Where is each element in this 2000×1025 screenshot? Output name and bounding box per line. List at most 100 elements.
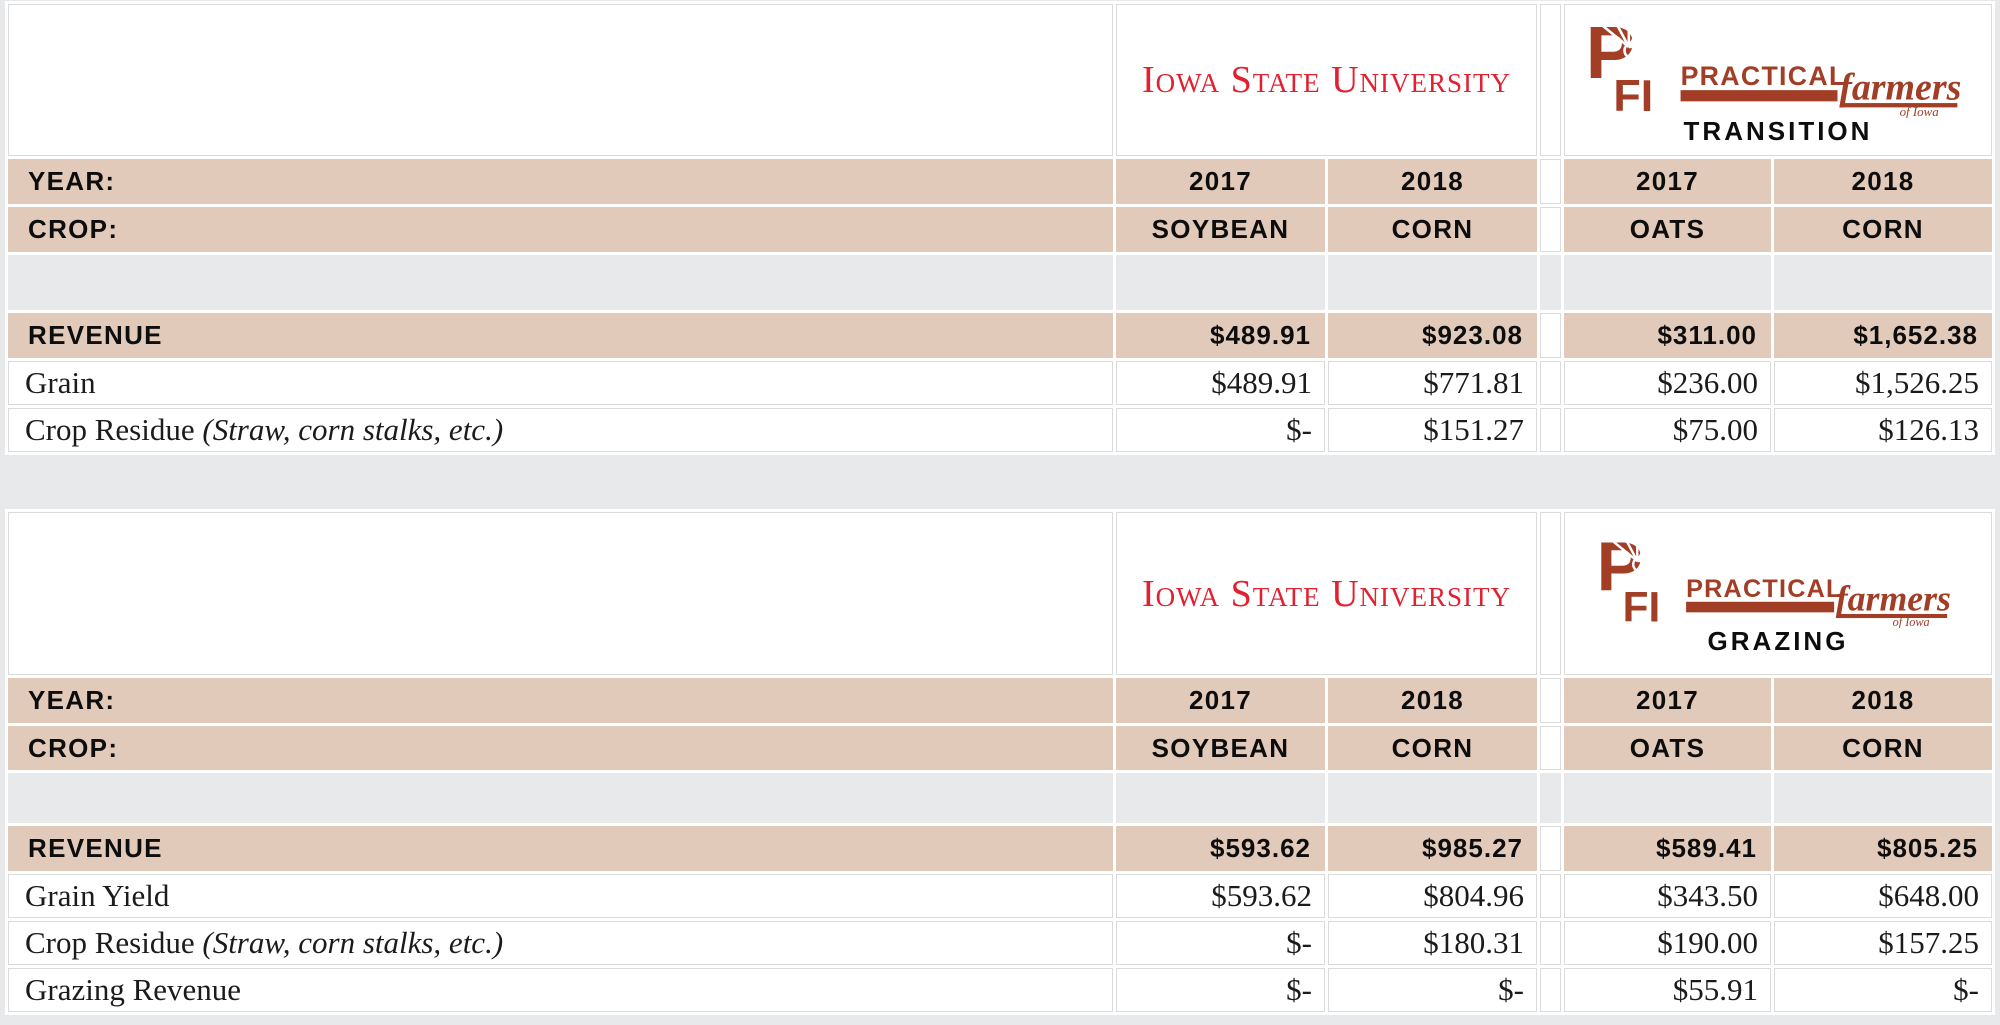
revenue-total-cell: $1,652.38: [1774, 313, 1992, 358]
year-label: YEAR:: [8, 678, 1113, 723]
isu-logo-cell: Iowa State University: [1116, 512, 1537, 675]
crop-cell: SOYBEAN: [1116, 207, 1325, 252]
row-label: Crop Residue (Straw, corn stalks, etc.): [8, 921, 1113, 965]
spacer-cell: [1540, 512, 1561, 675]
year-cell: 2017: [1564, 678, 1771, 723]
crop-cell: CORN: [1774, 207, 1992, 252]
revenue-total-cell: $923.08: [1328, 313, 1537, 358]
pfi-practical-text: PRACTICAL: [1681, 60, 1847, 90]
value-cell: $126.13: [1774, 408, 1992, 452]
pfi-of-iowa-text: of Iowa: [1893, 615, 1930, 628]
data-row-grain: Grain $489.91 $771.81 $236.00 $1,526.25: [8, 361, 1992, 405]
header-row: Iowa State University P FI PRACTICAL: [8, 4, 1992, 156]
empty-header-cell: [8, 4, 1113, 156]
spacer-cell: [1540, 361, 1561, 405]
transition-table: Iowa State University P FI PRACTICAL: [5, 1, 1995, 455]
value-cell: $-: [1116, 921, 1325, 965]
crop-cell: CORN: [1328, 726, 1537, 770]
spacer-cell: [1540, 159, 1561, 204]
crop-cell: CORN: [1774, 726, 1992, 770]
value-cell: $236.00: [1564, 361, 1771, 405]
data-row-grazing-revenue: Grazing Revenue $- $- $55.91 $-: [8, 968, 1992, 1012]
revenue-label: REVENUE: [8, 313, 1113, 358]
grazing-table: Iowa State University P FI PRACTICAL: [5, 509, 1995, 1015]
pfi-practical-text: PRACTICAL: [1686, 575, 1843, 603]
value-cell: $-: [1116, 968, 1325, 1012]
crop-label: CROP:: [8, 726, 1113, 770]
empty-header-cell: [8, 512, 1113, 675]
pfi-logo: P FI PRACTICAL farmers of Iowa: [1586, 14, 1962, 118]
pfi-circle-icon: [1623, 40, 1642, 60]
revenue-label: REVENUE: [8, 826, 1113, 871]
value-cell: $648.00: [1774, 874, 1992, 918]
crop-cell: SOYBEAN: [1116, 726, 1325, 770]
year-cell: 2018: [1774, 159, 1992, 204]
row-label: Grain Yield: [8, 874, 1113, 918]
data-row-grain-yield: Grain Yield $593.62 $804.96 $343.50 $648…: [8, 874, 1992, 918]
crop-cell: OATS: [1564, 207, 1771, 252]
value-cell: $-: [1774, 968, 1992, 1012]
revenue-total-cell: $489.91: [1116, 313, 1325, 358]
pfi-underline-bar: [1680, 89, 1838, 101]
value-cell: $804.96: [1328, 874, 1537, 918]
spacer-cell: [1540, 921, 1561, 965]
spacer-cell: [1540, 726, 1561, 770]
year-row: YEAR: 2017 2018 2017 2018: [8, 159, 1992, 204]
pfi-of-iowa-text: of Iowa: [1900, 104, 1939, 118]
value-cell: $190.00: [1564, 921, 1771, 965]
pfi-farmers-underline: [1837, 613, 1948, 619]
value-cell: $157.25: [1774, 921, 1992, 965]
table-caption: TRANSITION: [1683, 115, 1873, 146]
revenue-total-cell: $593.62: [1116, 826, 1325, 871]
revenue-total-cell: $985.27: [1328, 826, 1537, 871]
pfi-underline-bar: [1686, 601, 1835, 613]
pfi-monogram-fi: FI: [1613, 69, 1653, 117]
spacer-cell: [1540, 313, 1561, 358]
pfi-farmers-underline: [1840, 102, 1958, 107]
crop-row: CROP: SOYBEAN CORN OATS CORN: [8, 207, 1992, 252]
pfi-monogram-p: P: [1586, 14, 1635, 94]
pfi-monogram-p: P: [1597, 530, 1644, 605]
value-cell: $-: [1328, 968, 1537, 1012]
isu-wordmark: Iowa State University: [1141, 59, 1512, 101]
year-cell: 2018: [1328, 678, 1537, 723]
year-cell: 2017: [1116, 678, 1325, 723]
spacer-cell: [1540, 968, 1561, 1012]
pfi-farmers-text: farmers: [1839, 66, 1961, 108]
value-cell: $771.81: [1328, 361, 1537, 405]
revenue-total-row: REVENUE $593.62 $985.27 $589.41 $805.25: [8, 826, 1992, 871]
value-cell: $151.27: [1328, 408, 1537, 452]
year-cell: 2018: [1774, 678, 1992, 723]
spacer-cell: [1540, 678, 1561, 723]
year-cell: 2017: [1116, 159, 1325, 204]
pfi-circle-icon: [1632, 555, 1650, 573]
value-cell: $-: [1116, 408, 1325, 452]
header-row: Iowa State University P FI PRACTICAL: [8, 512, 1992, 675]
value-cell: $343.50: [1564, 874, 1771, 918]
year-row: YEAR: 2017 2018 2017 2018: [8, 678, 1992, 723]
revenue-total-cell: $589.41: [1564, 826, 1771, 871]
pfi-farmers-text: farmers: [1836, 579, 1951, 619]
value-cell: $489.91: [1116, 361, 1325, 405]
pfi-logo: P FI PRACTICAL farmers of Iowa: [1597, 530, 1951, 628]
blank-band-row: [8, 773, 1992, 823]
value-cell: $55.91: [1564, 968, 1771, 1012]
spacer-cell: [1540, 874, 1561, 918]
year-cell: 2017: [1564, 159, 1771, 204]
row-label: Crop Residue (Straw, corn stalks, etc.): [8, 408, 1113, 452]
pfi-monogram-fi: FI: [1623, 583, 1661, 628]
value-cell: $593.62: [1116, 874, 1325, 918]
revenue-total-row: REVENUE $489.91 $923.08 $311.00 $1,652.3…: [8, 313, 1992, 358]
spacer-cell: [1540, 826, 1561, 871]
revenue-total-cell: $805.25: [1774, 826, 1992, 871]
row-label: Grazing Revenue: [8, 968, 1113, 1012]
row-label: Grain: [8, 361, 1113, 405]
spacer-cell: [1540, 408, 1561, 452]
value-cell: $75.00: [1564, 408, 1771, 452]
isu-wordmark: Iowa State University: [1141, 572, 1512, 615]
crop-label: CROP:: [8, 207, 1113, 252]
year-label: YEAR:: [8, 159, 1113, 204]
data-row-crop-residue: Crop Residue (Straw, corn stalks, etc.) …: [8, 921, 1992, 965]
blank-band-row: [8, 255, 1992, 310]
data-row-crop-residue: Crop Residue (Straw, corn stalks, etc.) …: [8, 408, 1992, 452]
